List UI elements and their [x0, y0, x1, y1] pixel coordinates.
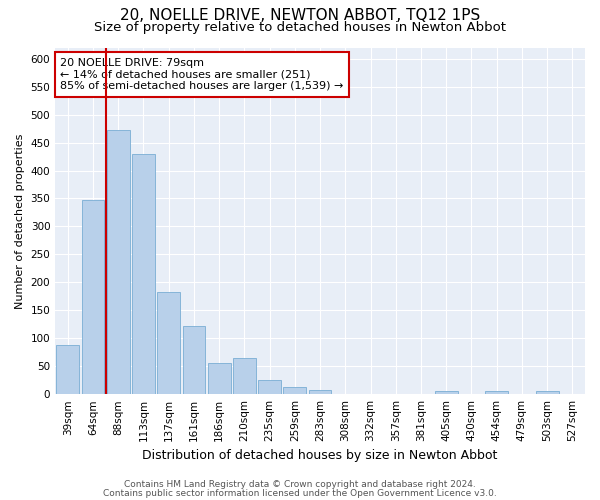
Bar — [182, 326, 205, 394]
Bar — [258, 380, 281, 394]
Bar — [208, 364, 230, 394]
Text: 20, NOELLE DRIVE, NEWTON ABBOT, TQ12 1PS: 20, NOELLE DRIVE, NEWTON ABBOT, TQ12 1PS — [120, 8, 480, 22]
Bar — [309, 390, 331, 394]
Bar — [82, 200, 104, 394]
Text: Contains HM Land Registry data © Crown copyright and database right 2024.: Contains HM Land Registry data © Crown c… — [124, 480, 476, 489]
Bar — [536, 392, 559, 394]
Bar — [233, 358, 256, 394]
Text: Contains public sector information licensed under the Open Government Licence v3: Contains public sector information licen… — [103, 488, 497, 498]
Text: 20 NOELLE DRIVE: 79sqm
← 14% of detached houses are smaller (251)
85% of semi-de: 20 NOELLE DRIVE: 79sqm ← 14% of detached… — [61, 58, 344, 91]
Bar — [132, 154, 155, 394]
Text: Size of property relative to detached houses in Newton Abbot: Size of property relative to detached ho… — [94, 21, 506, 34]
Bar — [485, 392, 508, 394]
Y-axis label: Number of detached properties: Number of detached properties — [15, 133, 25, 308]
Bar — [56, 345, 79, 394]
Bar — [283, 388, 306, 394]
Bar — [157, 292, 180, 394]
Bar — [107, 130, 130, 394]
Bar — [435, 392, 458, 394]
X-axis label: Distribution of detached houses by size in Newton Abbot: Distribution of detached houses by size … — [142, 450, 498, 462]
